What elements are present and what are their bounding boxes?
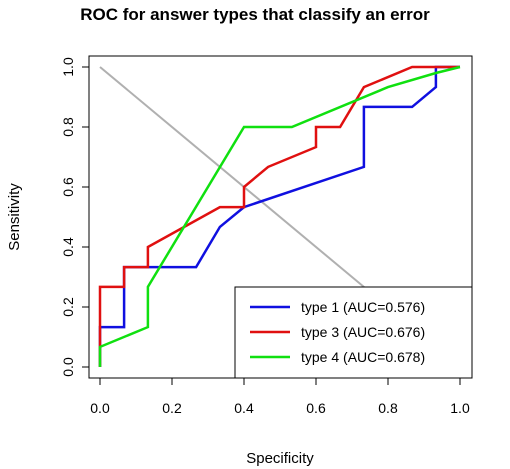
x-tick-label: 0.0 — [90, 400, 110, 416]
legend: type 1 (AUC=0.576) type 3 (AUC=0.676) type… — [234, 286, 473, 379]
x-tick-label: 0.4 — [234, 400, 254, 416]
legend-label-2: type 3 (AUC=0.676) — [301, 324, 425, 340]
x-tick-label: 0.6 — [306, 400, 326, 416]
series-layer — [98, 65, 461, 367]
y-tick-label: 1.0 — [60, 57, 76, 77]
legend-label-3: type 4 (AUC=0.678) — [301, 349, 425, 365]
x-tick-label: 0.2 — [162, 400, 182, 416]
x-axis-label: Specificity — [246, 450, 314, 467]
y-tick-label: 0.6 — [60, 177, 76, 197]
chart-title: ROC for answer types that classify an er… — [80, 5, 430, 24]
x-tick-label: 1.0 — [450, 400, 470, 416]
x-axis: 0.0 0.2 0.4 0.6 0.8 1.0 — [90, 377, 470, 416]
y-axis: 0.0 0.2 0.4 0.6 0.8 1.0 — [60, 57, 90, 377]
legend-label-1: type 1 (AUC=0.576) — [301, 299, 425, 315]
y-tick-label: 0.8 — [60, 117, 76, 137]
y-tick-label: 0.4 — [60, 237, 76, 257]
y-tick-label: 0.0 — [60, 357, 76, 377]
x-tick-label: 0.8 — [378, 400, 398, 416]
series-line-2 — [98, 65, 460, 367]
y-axis-label: Sensitivity — [6, 183, 23, 251]
series-line-3 — [98, 65, 461, 367]
y-tick-label: 0.2 — [60, 297, 76, 317]
